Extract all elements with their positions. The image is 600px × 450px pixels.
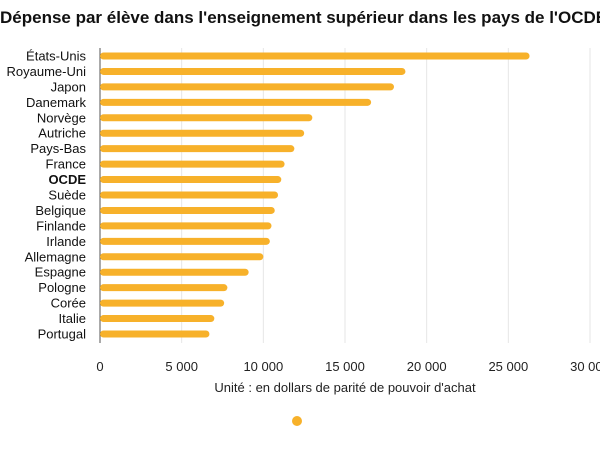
category-label: Italie	[59, 311, 86, 326]
category-label: Suède	[48, 188, 86, 203]
category-label: Pologne	[38, 280, 86, 295]
x-tick-label: 30 000	[570, 359, 600, 374]
bar-7	[100, 160, 285, 168]
bar-14	[100, 268, 249, 276]
x-tick-labels: 0 5 000 10 000 15 000 20 000 25 000 30 000	[96, 359, 600, 374]
category-label: Autriche	[38, 126, 86, 141]
bar-16	[100, 299, 225, 307]
category-label: France	[46, 157, 86, 172]
category-label: Norvège	[37, 110, 86, 125]
legend-swatch[interactable]	[292, 416, 302, 426]
bars	[100, 52, 530, 338]
bar-4	[100, 114, 313, 122]
category-label: Japon	[51, 79, 86, 94]
category-label: États-Unis	[26, 49, 86, 64]
bar-12	[100, 237, 270, 245]
bar-10	[100, 206, 275, 214]
x-tick-label: 5 000	[165, 359, 198, 374]
category-label: Belgique	[35, 203, 86, 218]
bar-1	[100, 67, 406, 75]
x-tick-label: 0	[96, 359, 103, 374]
category-label: Espagne	[35, 265, 86, 280]
bar-0	[100, 52, 530, 60]
bar-17	[100, 315, 215, 323]
chart-title: Dépense par élève dans l'enseignement su…	[0, 8, 600, 27]
category-label: Royaume-Uni	[7, 64, 87, 79]
bar-15	[100, 284, 228, 292]
bar-2	[100, 83, 394, 91]
x-tick-label: 15 000	[325, 359, 365, 374]
bar-6	[100, 145, 295, 153]
bar-9	[100, 191, 279, 199]
bar-18	[100, 330, 210, 338]
category-label: Allemagne	[25, 249, 86, 264]
bar-5	[100, 129, 305, 137]
bar-3	[100, 98, 372, 106]
category-label: OCDE	[48, 172, 86, 187]
category-label: Portugal	[38, 327, 87, 342]
bar-13	[100, 253, 264, 261]
x-tick-label: 25 000	[488, 359, 528, 374]
category-label: Danemark	[26, 95, 86, 110]
category-label: Corée	[51, 296, 86, 311]
x-axis-label: Unité : en dollars de parité de pouvoir …	[214, 380, 476, 395]
x-tick-label: 20 000	[407, 359, 447, 374]
category-label: Irlande	[46, 234, 86, 249]
category-label: Finlande	[36, 218, 86, 233]
bar-8	[100, 176, 282, 184]
category-label: Pays-Bas	[30, 141, 86, 156]
bar-11	[100, 222, 272, 230]
x-tick-label: 10 000	[243, 359, 283, 374]
category-labels: États-UnisRoyaume-UniJaponDanemarkNorvèg…	[7, 49, 87, 342]
